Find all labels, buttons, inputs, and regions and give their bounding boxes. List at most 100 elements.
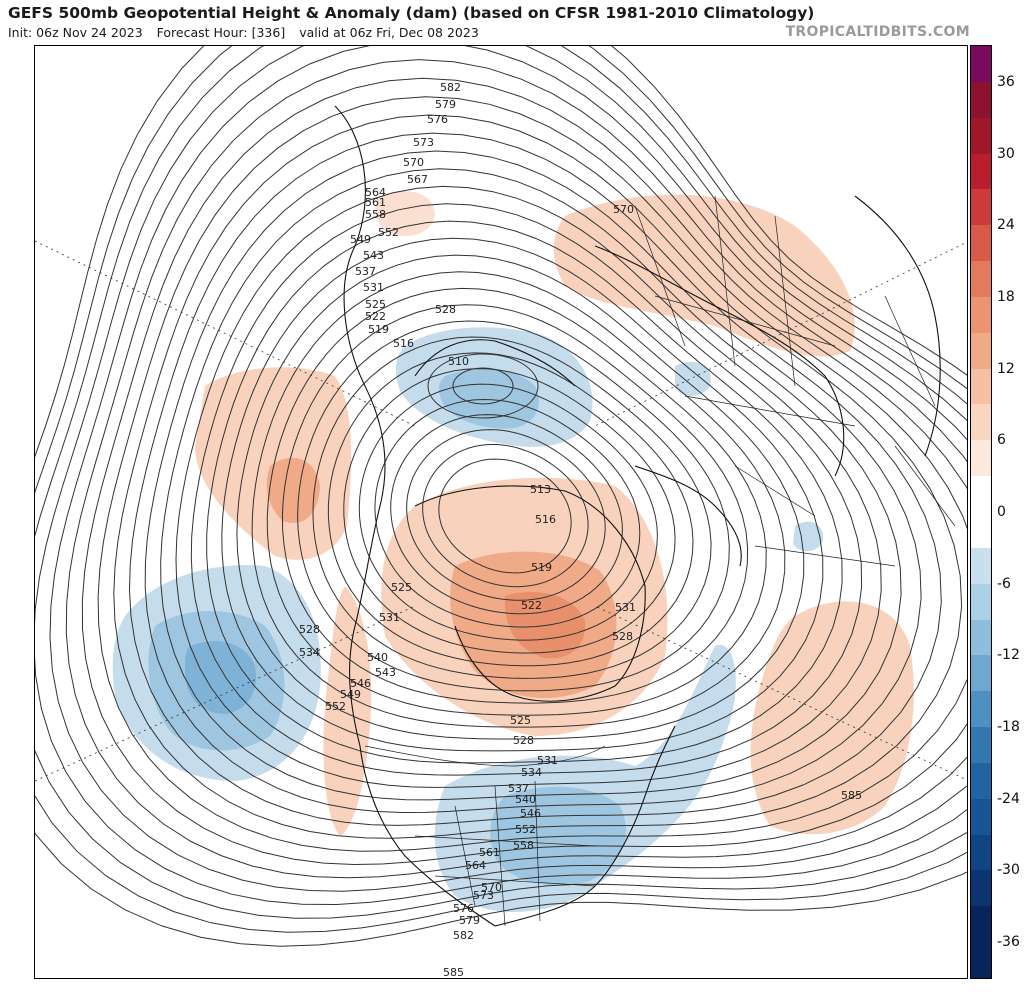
contour-label: 519 bbox=[531, 561, 552, 574]
colorbar-tick-label: -24 bbox=[997, 790, 1020, 807]
map-panel: 582 579 576 573 570 567 564 561 558 552 549 543 537 5… bbox=[34, 45, 968, 979]
contour-label: 531 bbox=[363, 281, 384, 294]
colorbar-segment bbox=[971, 368, 991, 405]
height-contour-line bbox=[35, 46, 967, 919]
colorbar-tick-label: -36 bbox=[997, 934, 1020, 951]
height-contour-line bbox=[97, 96, 967, 852]
contour-label: 552 bbox=[515, 823, 536, 836]
contour-label: 528 bbox=[299, 623, 320, 636]
anomaly-europe-negative-small bbox=[793, 521, 824, 552]
colorbar-segment bbox=[971, 153, 991, 190]
colorbar-segment bbox=[971, 655, 991, 692]
contour-label: 549 bbox=[340, 688, 361, 701]
anomaly-shading bbox=[112, 191, 914, 913]
contour-label: 516 bbox=[535, 513, 556, 526]
anomaly-pacific-negative-core bbox=[185, 641, 257, 714]
height-contours bbox=[35, 46, 967, 947]
colorbar-tick-label: 6 bbox=[997, 432, 1006, 449]
height-contour-line bbox=[251, 271, 786, 728]
colorbar-segment bbox=[971, 332, 991, 370]
map-svg: 5825795765735705675645615585525495435375… bbox=[35, 46, 967, 979]
height-contour-line bbox=[175, 185, 882, 788]
height-contour-line bbox=[81, 77, 967, 866]
height-contour-line bbox=[358, 383, 658, 641]
colorbar-segment bbox=[971, 476, 991, 513]
contour-label: 537 bbox=[508, 782, 529, 795]
contour-label: 522 bbox=[365, 310, 386, 323]
colorbar-segment bbox=[971, 870, 991, 907]
contour-label: 564 bbox=[465, 859, 486, 872]
colorbar-segment bbox=[971, 440, 991, 477]
contour-label: 579 bbox=[435, 98, 456, 111]
colorbar-tick-label: 0 bbox=[997, 504, 1006, 520]
colorbar-segment bbox=[971, 261, 991, 298]
anomaly-colorbar bbox=[970, 45, 992, 979]
contour-label: 540 bbox=[515, 793, 536, 806]
height-contour-line bbox=[422, 444, 589, 588]
height-contour-line bbox=[390, 414, 623, 615]
contour-label: 582 bbox=[453, 929, 474, 942]
height-contour-line bbox=[374, 398, 641, 628]
contour-label: 585 bbox=[443, 966, 464, 979]
colorbar-tick-label: 18 bbox=[997, 288, 1015, 305]
anomaly-ne-pacific-positive bbox=[195, 367, 352, 560]
map-title: GEFS 500mb Geopotential Height & Anomaly… bbox=[8, 4, 815, 22]
contour-label: 546 bbox=[520, 807, 541, 820]
height-contour-line bbox=[266, 287, 767, 716]
colorbar-segment bbox=[971, 619, 991, 656]
contour-label: 525 bbox=[391, 581, 412, 594]
contour-label: 513 bbox=[530, 483, 551, 496]
height-contour-line bbox=[206, 220, 843, 764]
contour-label: 558 bbox=[365, 208, 386, 221]
contour-label: 570 bbox=[481, 881, 502, 894]
valid-time: valid at 06z Fri, Dec 08 2023 bbox=[299, 25, 479, 40]
colorbar-segment bbox=[971, 583, 991, 621]
contour-label: 561 bbox=[365, 196, 386, 209]
contour-label: 534 bbox=[521, 766, 542, 779]
colorbar-segment bbox=[971, 547, 991, 585]
contour-label: 540 bbox=[367, 651, 388, 664]
map-subtitle: Init: 06z Nov 24 2023 Forecast Hour: [33… bbox=[8, 25, 489, 40]
brand-watermark: TROPICALTIDBITS.COM bbox=[785, 24, 970, 40]
contour-label: 531 bbox=[615, 601, 636, 614]
height-contour-line bbox=[113, 114, 963, 839]
contour-label: 534 bbox=[299, 646, 320, 659]
colorbar-tick-label: -12 bbox=[997, 647, 1020, 664]
contour-label: 525 bbox=[510, 714, 531, 727]
contour-label: 567 bbox=[407, 173, 428, 186]
colorbar-tick-label: -18 bbox=[997, 719, 1020, 736]
contour-label: 510 bbox=[448, 355, 469, 368]
contour-label: 546 bbox=[350, 677, 371, 690]
colorbar-segment bbox=[971, 225, 991, 262]
height-contour-line bbox=[160, 168, 902, 801]
colorbar-segment bbox=[971, 296, 991, 334]
anomaly-ne-pacific-positive-core bbox=[266, 457, 320, 523]
graticule-lines bbox=[35, 240, 967, 782]
contour-label: 570 bbox=[613, 203, 634, 216]
political-boundaries bbox=[364, 195, 956, 927]
contour-label: 543 bbox=[363, 249, 384, 262]
contour-label: 549 bbox=[350, 233, 371, 246]
colorbar-segment bbox=[971, 46, 991, 83]
contour-label: 576 bbox=[427, 113, 448, 126]
colorbar-segment bbox=[971, 189, 991, 226]
contour-label: 528 bbox=[435, 303, 456, 316]
colorbar-segment bbox=[971, 404, 991, 441]
contour-label: 531 bbox=[379, 611, 400, 624]
contour-label: 519 bbox=[368, 323, 389, 336]
anomaly-arctic-negative-small bbox=[675, 361, 711, 397]
colorbar-tick-label: 30 bbox=[997, 145, 1015, 162]
height-contour-line bbox=[65, 59, 967, 879]
contour-label: 552 bbox=[325, 700, 346, 713]
contour-label: 564 bbox=[365, 186, 386, 199]
contour-label: 570 bbox=[403, 156, 424, 169]
height-contour-line bbox=[128, 132, 942, 826]
closed-low-contour bbox=[452, 367, 514, 405]
colorbar-segment bbox=[971, 117, 991, 155]
contour-label: 582 bbox=[440, 81, 461, 94]
contour-labels: 5825795765735705675645615585525495435375… bbox=[299, 81, 862, 979]
closed-low-contour bbox=[427, 353, 539, 419]
colorbar-segment bbox=[971, 727, 991, 764]
contour-label: 525 bbox=[365, 298, 386, 311]
contour-label: 576 bbox=[453, 902, 474, 915]
